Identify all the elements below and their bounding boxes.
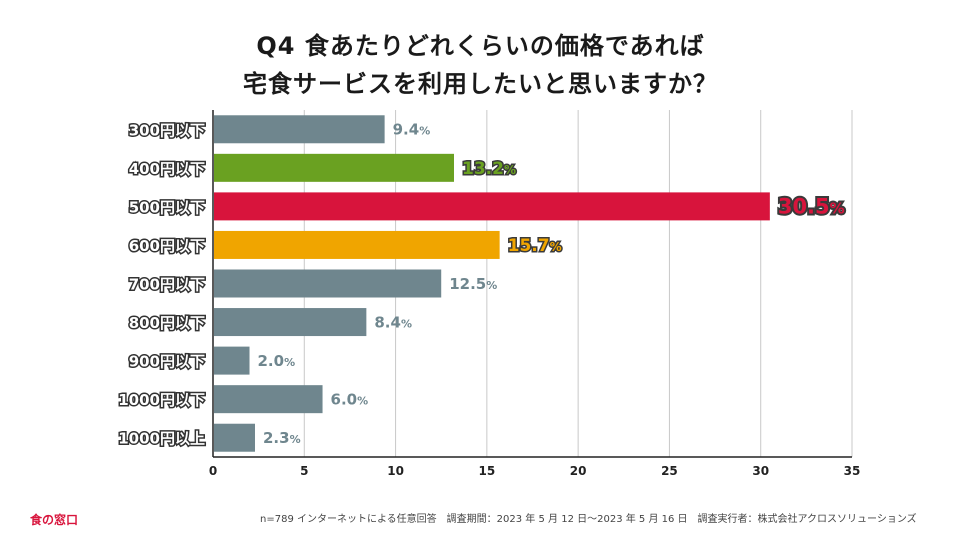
x-tick-label: 20 bbox=[570, 464, 587, 478]
value-label: 15.7% bbox=[508, 236, 562, 256]
value-label: 2.0% bbox=[258, 352, 296, 370]
value-label: 8.4% bbox=[374, 313, 412, 331]
x-tick-label: 25 bbox=[661, 464, 678, 478]
survey-footnote: n=789 インターネットによる任意回答 調査期間：2023 年 5 月 12 … bbox=[260, 514, 917, 525]
bar bbox=[214, 385, 323, 414]
value-label: 2.3% bbox=[263, 429, 301, 447]
bar bbox=[214, 230, 500, 259]
bar bbox=[214, 308, 367, 337]
x-tick-label: 10 bbox=[387, 464, 404, 478]
value-label: 13.2% bbox=[462, 159, 516, 179]
bar bbox=[214, 269, 442, 298]
category-label: 900円以下 bbox=[129, 353, 205, 371]
x-tick-label: 5 bbox=[300, 464, 308, 478]
category-label: 600円以下 bbox=[129, 237, 205, 255]
bar bbox=[214, 192, 770, 221]
value-label: 9.4% bbox=[393, 121, 431, 139]
x-tick-label: 0 bbox=[209, 464, 217, 478]
value-label: 12.5% bbox=[449, 275, 497, 293]
bar bbox=[214, 423, 255, 452]
category-label: 400円以下 bbox=[129, 160, 205, 178]
x-tick-label: 35 bbox=[844, 464, 861, 478]
x-tick-label: 15 bbox=[479, 464, 496, 478]
value-label: 30.5% bbox=[778, 195, 845, 219]
category-label: 1000円以下 bbox=[118, 391, 205, 409]
bar bbox=[214, 346, 250, 375]
brand-logo-text: 食の窓口 bbox=[30, 513, 79, 527]
chart-title-line-2: 宅食サービスを利用したいと思いますか？ bbox=[243, 70, 718, 98]
category-label: 500円以下 bbox=[129, 198, 205, 216]
category-label: 800円以下 bbox=[129, 314, 205, 332]
bar bbox=[214, 115, 385, 144]
bar bbox=[214, 153, 454, 182]
chart-title-line-1: Q4 食あたりどれくらいの価格であれば bbox=[256, 32, 705, 60]
category-label: 1000円以上 bbox=[118, 430, 205, 448]
value-label: 6.0% bbox=[331, 390, 369, 408]
category-label: 700円以下 bbox=[129, 276, 205, 294]
x-tick-label: 30 bbox=[752, 464, 769, 478]
category-label: 300円以下 bbox=[129, 121, 205, 139]
